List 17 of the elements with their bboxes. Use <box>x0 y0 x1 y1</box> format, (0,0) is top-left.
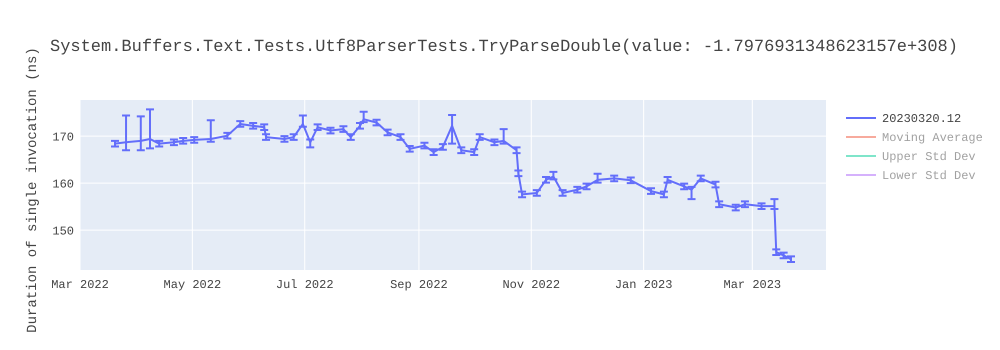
x-tick-label: Sep 2022 <box>390 278 448 292</box>
x-tick-label: Jan 2023 <box>614 278 672 292</box>
y-tick-label: 160 <box>52 177 74 192</box>
x-tick-label: Mar 2023 <box>724 278 782 292</box>
legend-label: 20230320.12 <box>882 112 962 126</box>
x-tick-label: May 2022 <box>164 278 222 292</box>
x-tick-label: Nov 2022 <box>502 278 560 292</box>
y-axis-title: Duration of single invocation (ns) <box>25 47 41 333</box>
y-tick-label: 170 <box>52 130 74 144</box>
chart-title: System.Buffers.Text.Tests.Utf8ParserTests.TryParseDouble(value: -1.7976931348623157e+308) <box>50 38 958 57</box>
legend-label: Upper Std Dev <box>882 150 976 164</box>
legend-label: Moving Average <box>882 131 983 146</box>
line-series <box>114 118 792 260</box>
legend-label: Lower Std Dev <box>882 169 976 184</box>
y-tick-label: 150 <box>52 224 74 238</box>
x-tick-label: Jul 2022 <box>276 278 334 292</box>
x-tick-label: Mar 2022 <box>51 278 109 292</box>
